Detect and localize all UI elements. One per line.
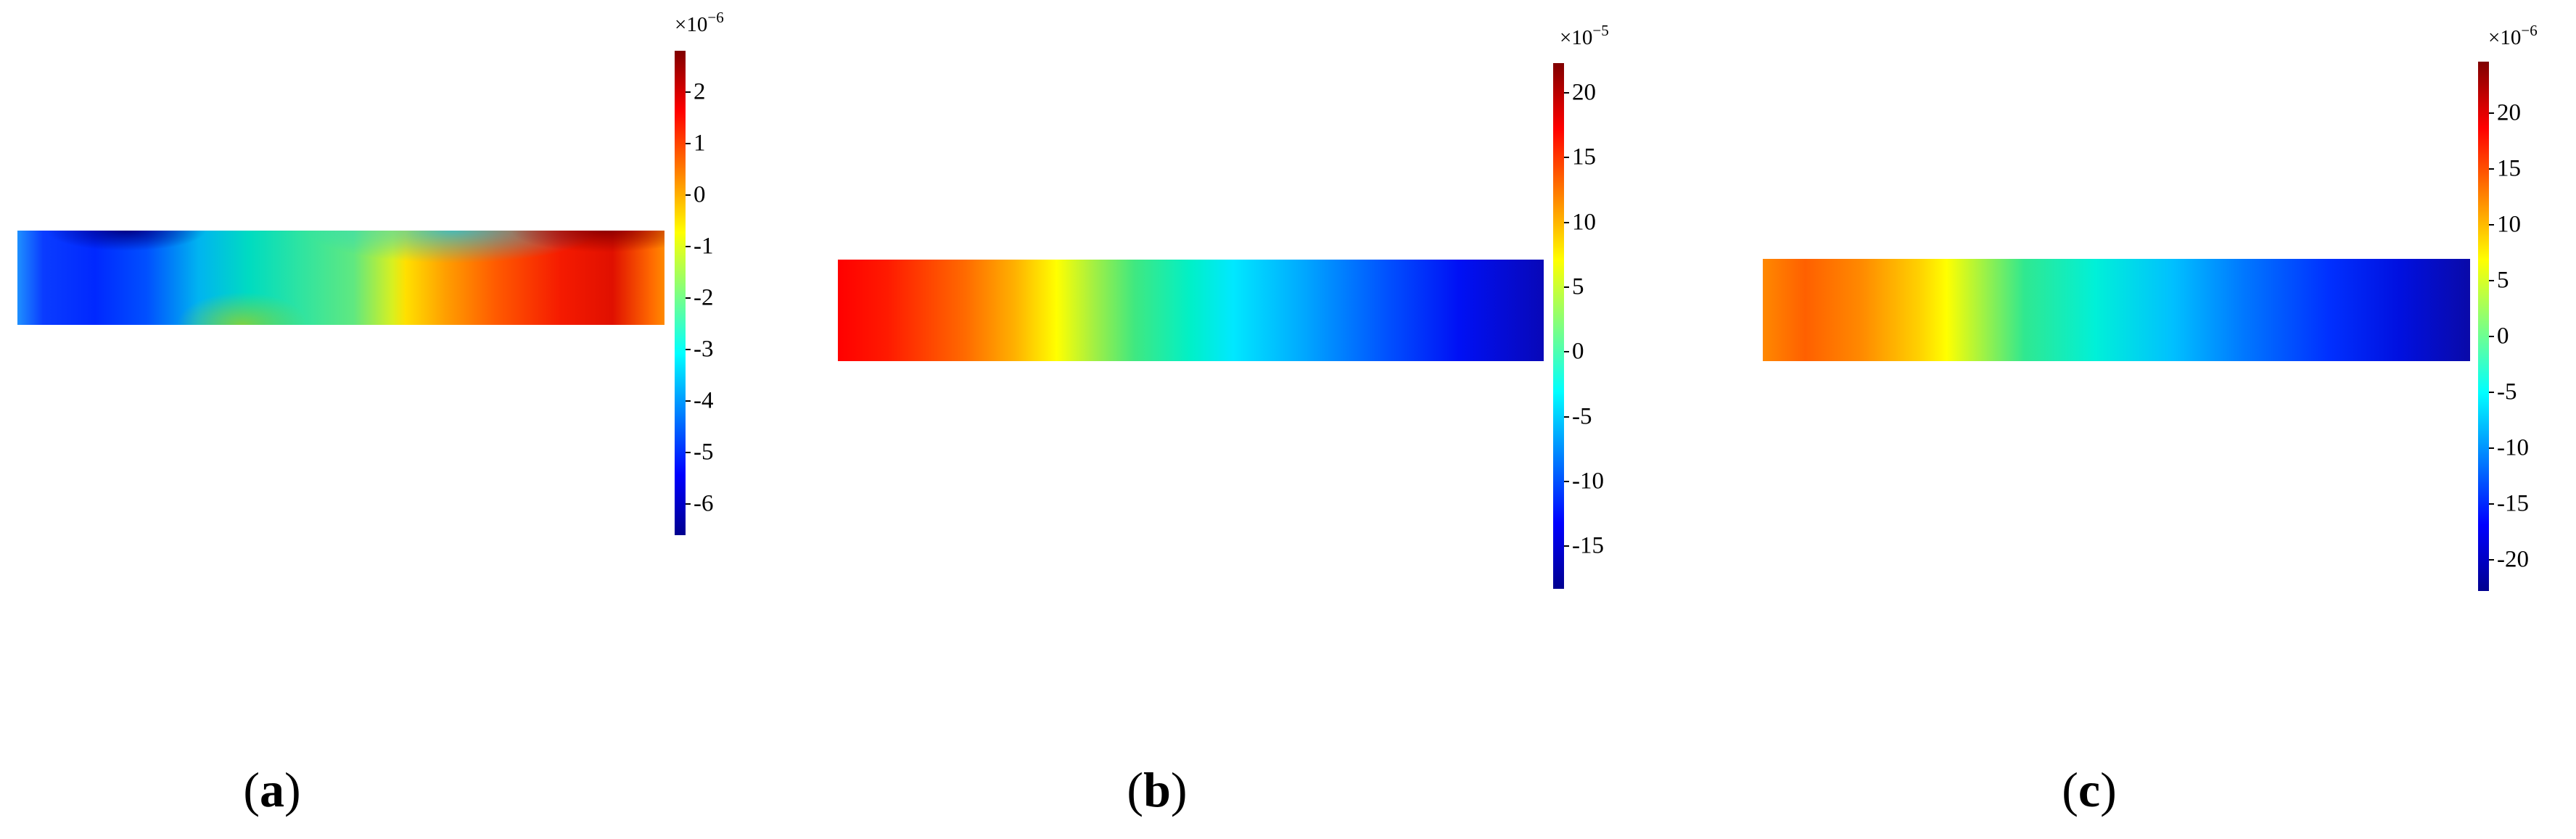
colorbar-tick-label: 5 xyxy=(1572,273,1584,300)
colorbar-tick-label: -2 xyxy=(694,284,714,311)
colorbar-tick-label: 15 xyxy=(2497,155,2521,182)
colorbar-tick-label: 0 xyxy=(1572,338,1584,365)
colorbar-tick-mark xyxy=(686,400,691,402)
colorbar-tick-mark xyxy=(686,142,691,144)
panel-label-c: (c) xyxy=(2062,762,2117,817)
colorbar-tick-label: -1 xyxy=(694,233,714,260)
colorbar-tick-mark xyxy=(1564,351,1569,353)
colorbar-tick-mark xyxy=(2489,279,2494,281)
colorbar-tick-label: 1 xyxy=(694,130,706,157)
colorbar-tick-mark xyxy=(2489,223,2494,226)
colorbar-tick-label: -15 xyxy=(2497,490,2529,517)
colorbar-tick-label: -5 xyxy=(2497,379,2517,405)
colorbar-tick-label: 20 xyxy=(2497,99,2521,126)
colorbar-tick-mark xyxy=(686,91,691,93)
colorbar-tick-label: -4 xyxy=(694,387,714,414)
colorbar-tick-mark xyxy=(2489,391,2494,393)
colorbar-tick-label: -10 xyxy=(1572,468,1604,495)
panel-label-b: (b) xyxy=(1127,762,1188,817)
colorbar-exponent-b: ×10−5 xyxy=(1560,22,1609,49)
colorbar-tick-mark xyxy=(686,349,691,351)
colorbar-tick-mark xyxy=(2489,503,2494,505)
colorbar-tick-mark xyxy=(1564,286,1569,288)
colorbar-exponent-a: ×10−6 xyxy=(675,9,724,36)
colorbar-tick-label: 15 xyxy=(1572,144,1596,170)
colorbar-tick-mark xyxy=(1564,545,1569,547)
colorbar-a xyxy=(675,51,686,535)
colorbar-exponent-c: ×10−6 xyxy=(2488,22,2538,49)
colorbar-tick-mark xyxy=(1564,480,1569,482)
colorbar-tick-label: -6 xyxy=(694,490,714,517)
colorbar-c xyxy=(2478,62,2489,591)
colorbar-tick-mark xyxy=(686,503,691,505)
strain-field-a xyxy=(17,231,664,325)
colorbar-tick-mark xyxy=(686,246,691,248)
colorbar-b xyxy=(1553,63,1564,589)
colorbar-tick-label: 10 xyxy=(2497,211,2521,238)
strain-field-b xyxy=(838,260,1544,361)
colorbar-tick-mark xyxy=(2489,558,2494,561)
colorbar-tick-label: 0 xyxy=(2497,323,2509,350)
colorbar-tick-label: -5 xyxy=(1572,403,1592,429)
panel-label-a: (a) xyxy=(243,762,301,817)
colorbar-tick-mark xyxy=(2489,112,2494,114)
colorbar-tick-label: 10 xyxy=(1572,209,1596,236)
colorbar-tick-mark xyxy=(686,297,691,299)
colorbar-tick-label: 2 xyxy=(694,78,706,105)
colorbar-tick-label: -20 xyxy=(2497,546,2529,573)
colorbar-tick-label: -5 xyxy=(694,439,714,466)
colorbar-tick-mark xyxy=(686,194,691,196)
colorbar-tick-label: -3 xyxy=(694,336,714,363)
colorbar-tick-mark xyxy=(1564,157,1569,159)
colorbar-tick-label: -15 xyxy=(1572,532,1604,559)
colorbar-tick-label: 0 xyxy=(694,181,706,208)
strain-field-c xyxy=(1763,259,2470,361)
colorbar-tick-mark xyxy=(1564,416,1569,418)
colorbar-tick-mark xyxy=(1564,221,1569,223)
colorbar-tick-label: 20 xyxy=(1572,79,1596,106)
colorbar-tick-mark xyxy=(2489,335,2494,337)
colorbar-tick-label: -10 xyxy=(2497,434,2529,461)
colorbar-tick-mark xyxy=(2489,168,2494,170)
colorbar-tick-mark xyxy=(686,452,691,454)
colorbar-tick-mark xyxy=(2489,447,2494,449)
colorbar-tick-label: 5 xyxy=(2497,267,2509,294)
colorbar-tick-mark xyxy=(1564,92,1569,94)
